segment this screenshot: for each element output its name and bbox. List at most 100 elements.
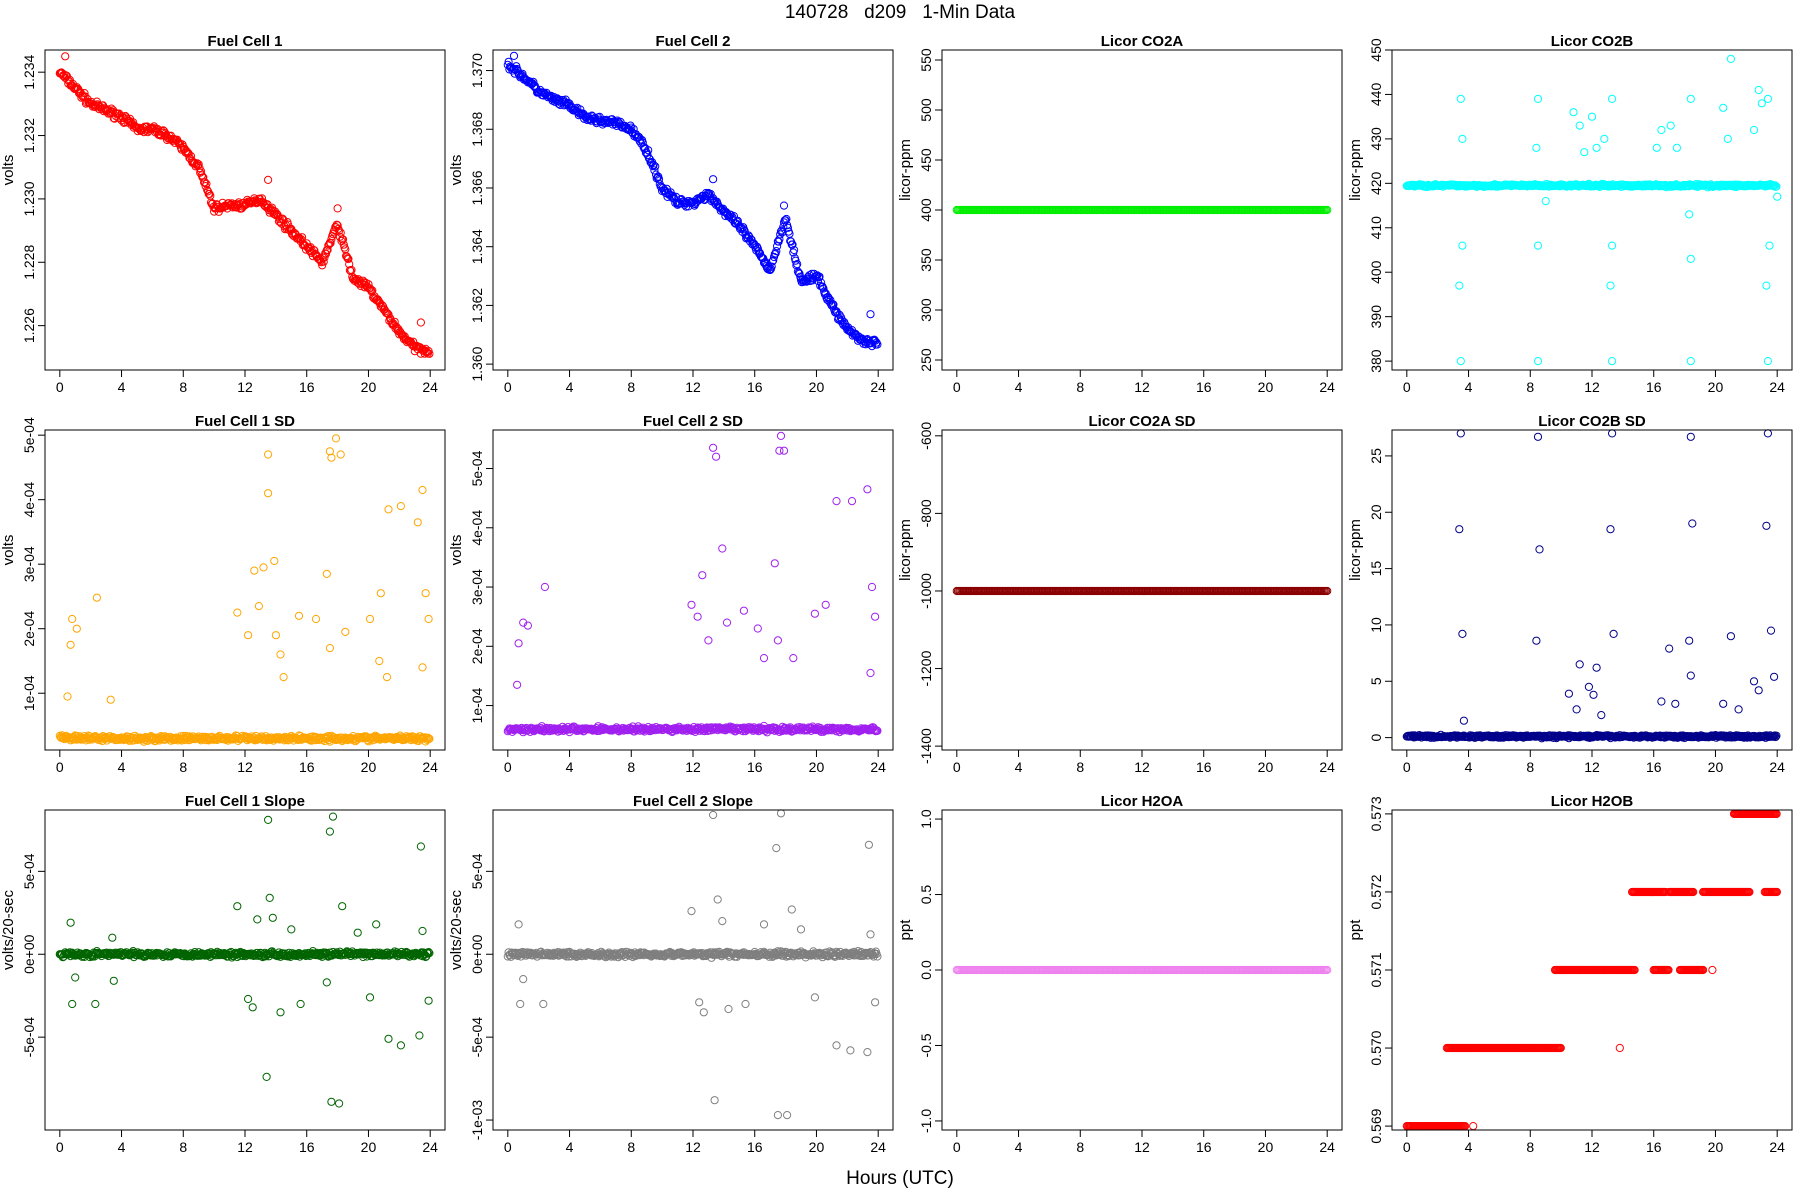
data-point — [1749, 125, 1759, 135]
data-point — [792, 261, 801, 270]
x-tick-label: 16 — [299, 379, 315, 395]
data-point — [863, 1048, 872, 1057]
data-point — [341, 733, 350, 742]
data-point — [772, 247, 781, 256]
data-point — [846, 1046, 855, 1055]
x-tick-label: 20 — [1258, 379, 1274, 395]
x-tick-label: 24 — [870, 759, 886, 775]
y-axis-label: volts/20-sec — [448, 889, 465, 970]
data-point — [327, 453, 336, 462]
y-tick-label: 25 — [1368, 448, 1384, 464]
x-tick-label: 8 — [1526, 379, 1534, 395]
data-point — [1459, 716, 1469, 725]
data-point — [262, 1072, 271, 1082]
y-axis-label: volts — [448, 155, 465, 186]
x-tick-label: 0 — [504, 759, 512, 775]
panel: Fuel Cell 10 4 8 12 16 20 241.2261.2281.2301.2… — [0, 33, 446, 395]
data-point — [264, 489, 273, 498]
x-tick-label: 4 — [1015, 759, 1023, 775]
data-point — [1657, 697, 1666, 706]
data-point — [1569, 108, 1578, 117]
data-point — [773, 1111, 783, 1120]
x-tick-label: 24 — [1319, 759, 1335, 775]
data-point — [108, 933, 117, 942]
x-tick-label: 20 — [361, 759, 377, 775]
plot-frame — [44, 429, 446, 751]
x-tick-label: 12 — [237, 759, 253, 775]
data-point — [1666, 121, 1675, 130]
data-point — [1763, 357, 1773, 366]
data-point — [866, 930, 875, 939]
x-tick-label: 24 — [422, 759, 438, 775]
panel-title: Fuel Cell 2 — [655, 33, 730, 50]
data-point — [199, 173, 208, 182]
y-tick-label: 5e-04 — [469, 853, 485, 889]
data-point — [338, 235, 348, 244]
data-point — [372, 920, 381, 929]
x-tick-label: 20 — [1708, 379, 1724, 395]
data-point — [1686, 94, 1695, 104]
data-point — [416, 842, 425, 851]
data-points — [952, 586, 1332, 596]
data-point — [709, 810, 718, 820]
data-point — [418, 926, 427, 936]
data-point — [718, 917, 727, 926]
data-point — [1766, 626, 1776, 635]
y-tick-label: 3e-04 — [469, 569, 485, 605]
data-point — [1564, 689, 1574, 698]
data-point — [513, 680, 522, 689]
data-point — [1584, 682, 1594, 692]
data-point — [819, 284, 828, 293]
data-point — [1770, 672, 1779, 681]
data-point — [1533, 357, 1543, 366]
y-tick-label: 550 — [918, 48, 934, 72]
data-point — [756, 252, 766, 261]
data-point — [773, 636, 783, 645]
y-tick-label: 390 — [1368, 305, 1384, 329]
data-point — [1672, 143, 1682, 152]
data-point — [68, 614, 77, 624]
data-point — [722, 618, 732, 627]
data-point — [319, 257, 328, 266]
x-tick-label: 24 — [870, 1139, 886, 1155]
data-point — [335, 226, 344, 235]
data-point — [539, 999, 548, 1009]
data-point — [184, 149, 193, 158]
x-tick-label: 12 — [685, 1139, 701, 1155]
panel-title: Licor CO2B SD — [1538, 413, 1646, 430]
panel-title: Licor H2OA — [1101, 793, 1184, 810]
data-point — [709, 443, 718, 452]
data-point — [279, 216, 288, 225]
x-tick-label: 0 — [56, 759, 64, 775]
data-point — [723, 724, 732, 733]
x-tick-label: 0 — [56, 1139, 64, 1155]
x-tick-label: 20 — [809, 379, 825, 395]
data-point — [1458, 629, 1467, 639]
data-point — [1535, 545, 1544, 554]
y-tick-label: 15 — [1368, 561, 1384, 577]
data-point — [733, 216, 742, 225]
data-point — [829, 300, 838, 309]
y-tick-label: 4e-04 — [469, 510, 485, 546]
data-point — [416, 318, 425, 327]
data-point — [815, 272, 824, 281]
y-tick-label: 20 — [1368, 504, 1384, 520]
data-point — [271, 631, 280, 640]
panel-title: Licor CO2B — [1551, 33, 1634, 50]
data-point — [779, 446, 789, 455]
x-tick-label: 12 — [685, 379, 701, 395]
data-point — [1723, 134, 1732, 143]
data-point — [1763, 94, 1773, 104]
data-point — [294, 611, 304, 620]
data-point — [1608, 429, 1617, 438]
y-tick-label: 0 — [1368, 734, 1384, 742]
data-point — [1600, 134, 1609, 143]
panel: Fuel Cell 20 4 8 12 16 20 241.3601.3621.3641.3… — [448, 33, 894, 395]
data-point — [540, 582, 550, 592]
data-point — [687, 907, 696, 916]
data-point — [1763, 429, 1773, 438]
data-point — [644, 146, 653, 155]
data-point — [365, 614, 375, 624]
